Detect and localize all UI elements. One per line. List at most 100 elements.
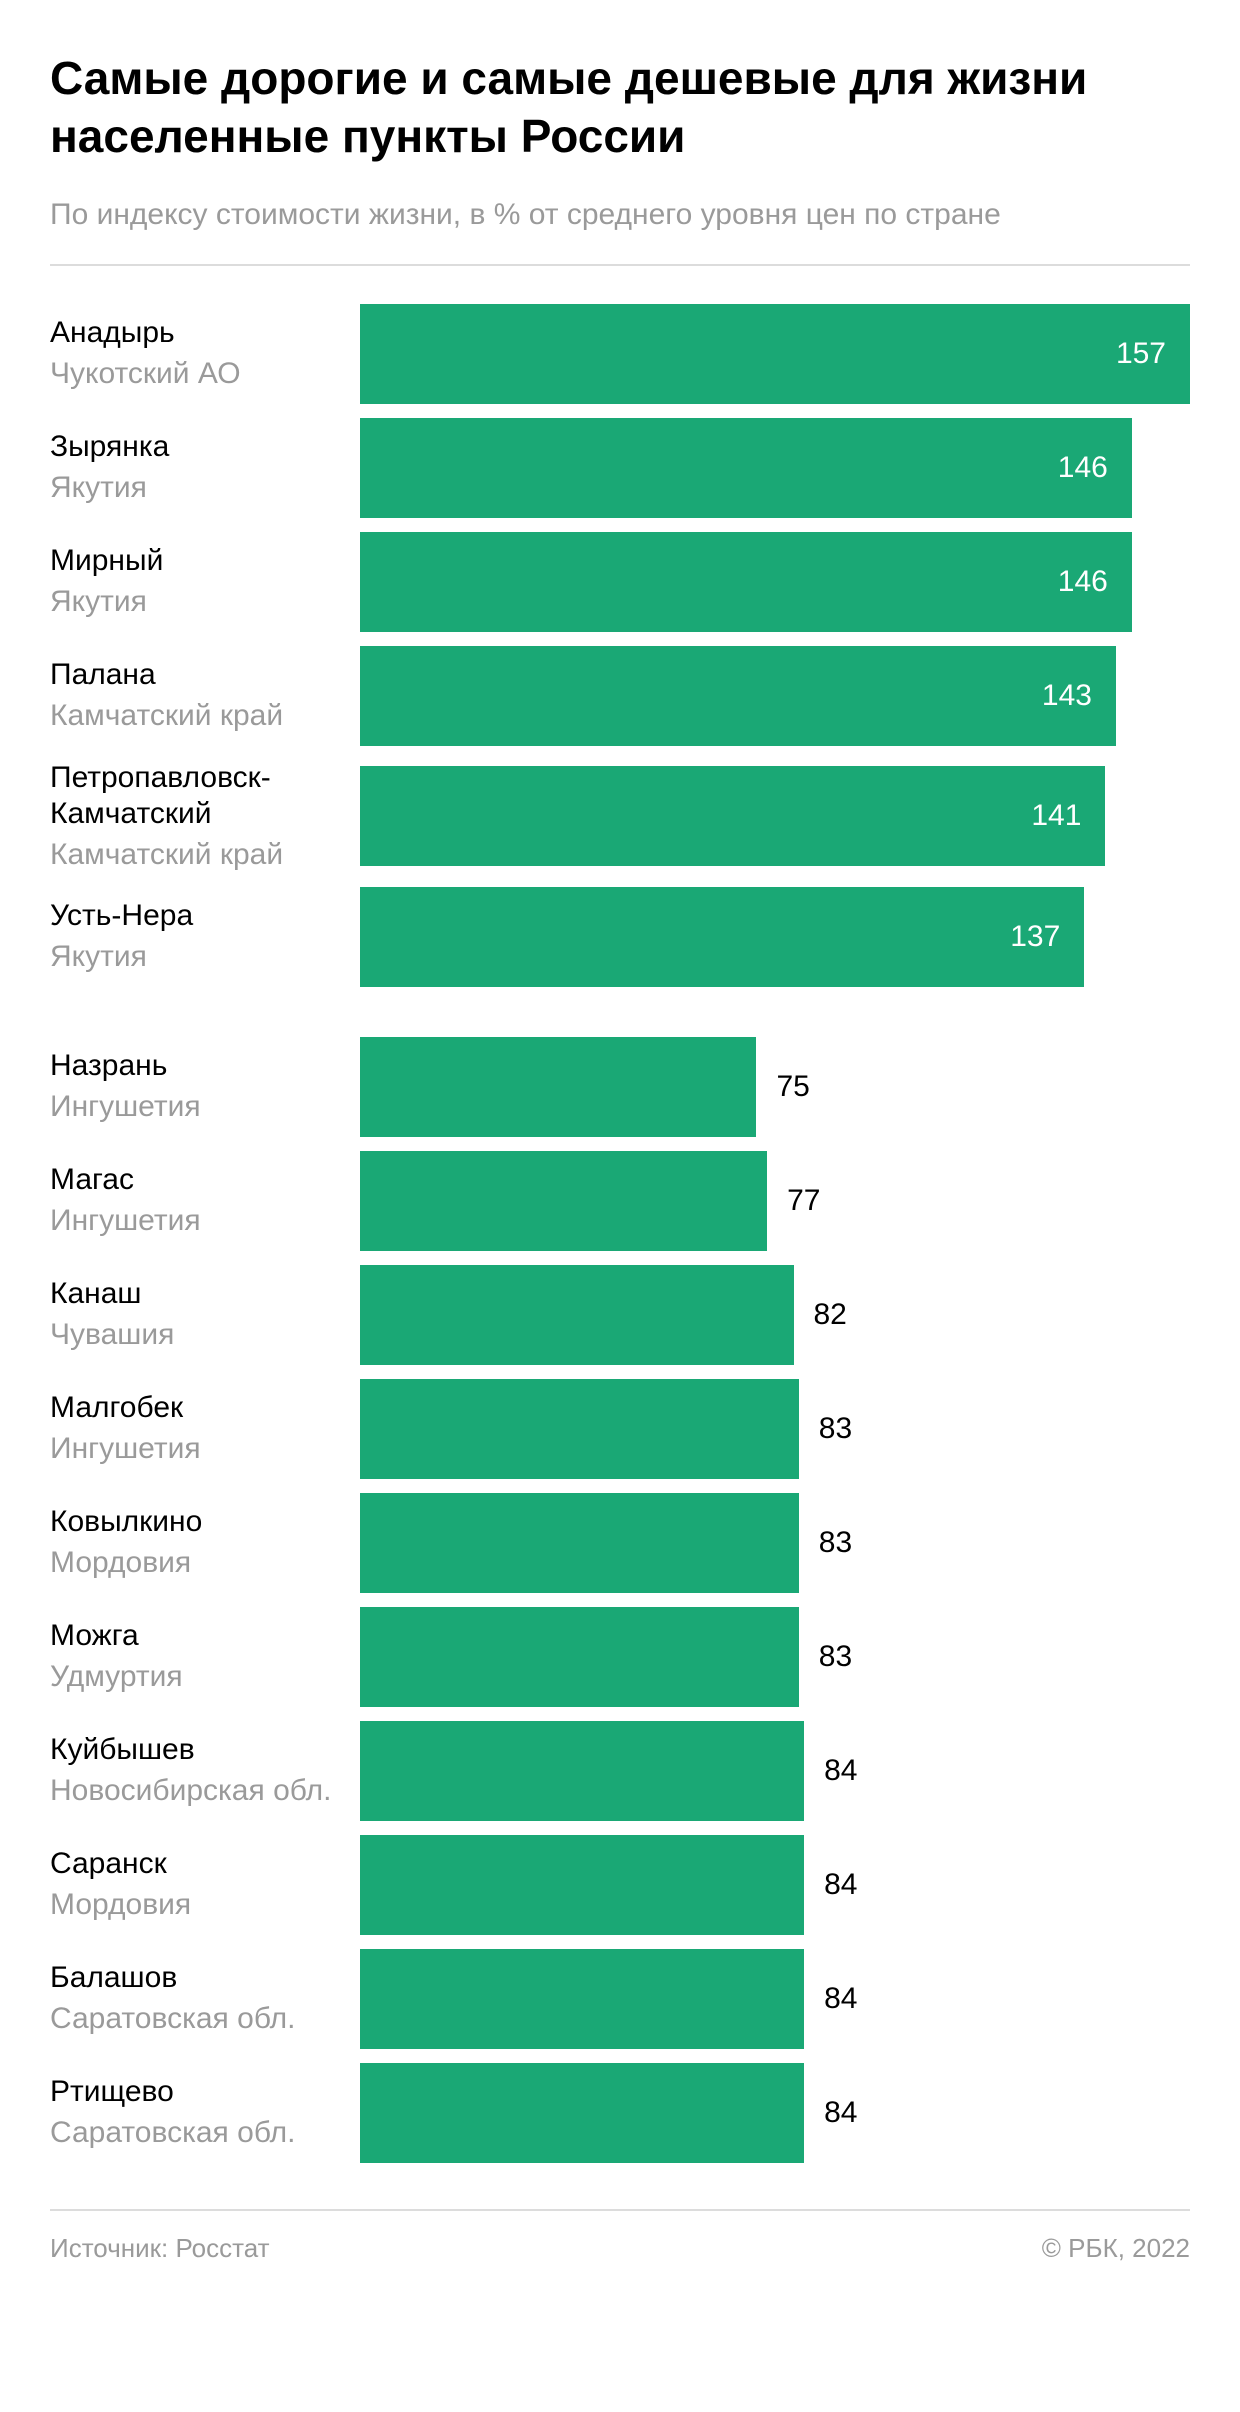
bar-fill: 137 [360,887,1084,987]
bar-label: АнадырьЧукотский АО [50,315,360,393]
bar-track: 143 [360,646,1190,746]
bar-value: 84 [824,1982,857,2016]
bar-row: АнадырьЧукотский АО 157 [50,304,1190,404]
city-name: Канаш [50,1276,350,1312]
bar-value: 146 [1058,565,1108,599]
bar-track: 83 [360,1379,1190,1479]
city-name: Зырянка [50,429,350,465]
chart-footer: Источник: Росстат © РБК, 2022 [50,2233,1190,2264]
region-name: Ингушетия [50,1430,350,1468]
bar-row: БалашовСаратовская обл. 84 [50,1949,1190,2049]
bar-fill [360,1835,804,1935]
city-name: Балашов [50,1960,350,1996]
chart-title: Самые дорогие и самые дешевые для жизни … [50,50,1190,165]
bar-track: 82 [360,1265,1190,1365]
bar-value: 141 [1031,799,1081,833]
bar-value: 82 [814,1298,847,1332]
bar-track: 77 [360,1151,1190,1251]
city-name: Малгобек [50,1390,350,1426]
bar-label: Ковылкино Мордовия [50,1504,360,1582]
bar-track: 146 [360,532,1190,632]
city-name: Анадырь [50,315,350,351]
bar-row: Малгобек Ингушетия 83 [50,1379,1190,1479]
bar-fill: 157 [360,304,1190,404]
region-name: Ингушетия [50,1088,350,1126]
bar-row: Петропавловск-Камчатский Камчатский край 1… [50,760,1190,874]
bar-label: Назрань Ингушетия [50,1048,360,1126]
bar-track: 84 [360,1721,1190,1821]
bar-group: АнадырьЧукотский АО 157 Зырянка Якутия 146 Ми… [50,304,1190,988]
city-name: Петропавловск-Камчатский [50,760,350,832]
bar-row: Канаш Чувашия 82 [50,1265,1190,1365]
bar-value: 146 [1058,451,1108,485]
bar-track: 137 [360,887,1190,987]
bar-fill: 146 [360,418,1132,518]
region-name: Удмуртия [50,1658,350,1696]
bar-value: 84 [824,2096,857,2130]
region-name: Ингушетия [50,1202,350,1240]
bar-value: 84 [824,1868,857,1902]
bar-value: 84 [824,1754,857,1788]
bar-fill [360,1379,799,1479]
bar-track: 84 [360,1949,1190,2049]
bar-fill [360,1265,794,1365]
bar-label: Мирный Якутия [50,543,360,621]
bar-value: 157 [1116,337,1166,371]
bar-label: Можга Удмуртия [50,1618,360,1696]
region-name: Якутия [50,938,350,976]
bar-value: 75 [776,1070,809,1104]
city-name: Ртищево [50,2074,350,2110]
bar-track: 75 [360,1037,1190,1137]
bar-row: СаранскМордовия84 [50,1835,1190,1935]
bar-row: Назрань Ингушетия 75 [50,1037,1190,1137]
bar-fill [360,1151,767,1251]
bar-label: Канаш Чувашия [50,1276,360,1354]
city-name: Ковылкино [50,1504,350,1540]
bar-row: Можга Удмуртия 83 [50,1607,1190,1707]
chart-subtitle: По индексу стоимости жизни, в % от средн… [50,195,1190,236]
source-label: Источник: Росстат [50,2233,270,2264]
region-name: Якутия [50,469,350,507]
bar-label: КуйбышевНовосибирская обл. [50,1732,360,1810]
bar-fill [360,1721,804,1821]
bar-row: Усть-Нера Якутия 137 [50,887,1190,987]
bar-row: Ковылкино Мордовия 83 [50,1493,1190,1593]
city-name: Можга [50,1618,350,1654]
region-name: Мордовия [50,1544,350,1582]
bar-fill: 143 [360,646,1116,746]
city-name: Усть-Нера [50,898,350,934]
region-name: Саратовская обл. [50,2114,350,2152]
bar-chart: АнадырьЧукотский АО 157 Зырянка Якутия 146 Ми… [50,304,1190,2164]
bar-row: МагасИнгушетия 77 [50,1151,1190,1251]
region-name: Камчатский край [50,836,350,874]
city-name: Назрань [50,1048,350,1084]
bar-group: Назрань Ингушетия 75 МагасИнгушетия 77 Канаш Ч… [50,1037,1190,2163]
bar-value: 77 [787,1184,820,1218]
bar-track: 157 [360,304,1190,404]
bar-label: БалашовСаратовская обл. [50,1960,360,2038]
bar-row: КуйбышевНовосибирская обл. 84 [50,1721,1190,1821]
region-name: Якутия [50,583,350,621]
bar-fill [360,2063,804,2163]
copyright-label: © РБК, 2022 [1042,2233,1190,2264]
bar-label: МагасИнгушетия [50,1162,360,1240]
bar-label: Усть-Нера Якутия [50,898,360,976]
bar-fill: 146 [360,532,1132,632]
bar-track: 84 [360,2063,1190,2163]
bar-row: ПаланаКамчатский край143 [50,646,1190,746]
bar-fill: 141 [360,766,1105,866]
region-name: Чувашия [50,1316,350,1354]
bar-label: Зырянка Якутия [50,429,360,507]
bar-fill [360,1607,799,1707]
city-name: Палана [50,657,350,693]
city-name: Куйбышев [50,1732,350,1768]
bar-track: 83 [360,1607,1190,1707]
bar-track: 83 [360,1493,1190,1593]
bar-value: 137 [1010,920,1060,954]
city-name: Мирный [50,543,350,579]
page: Самые дорогие и самые дешевые для жизни … [0,0,1240,2304]
header-divider [50,264,1190,266]
bar-label: Ртищево Саратовская обл. [50,2074,360,2152]
footer-divider [50,2209,1190,2211]
bar-track: 141 [360,766,1190,866]
